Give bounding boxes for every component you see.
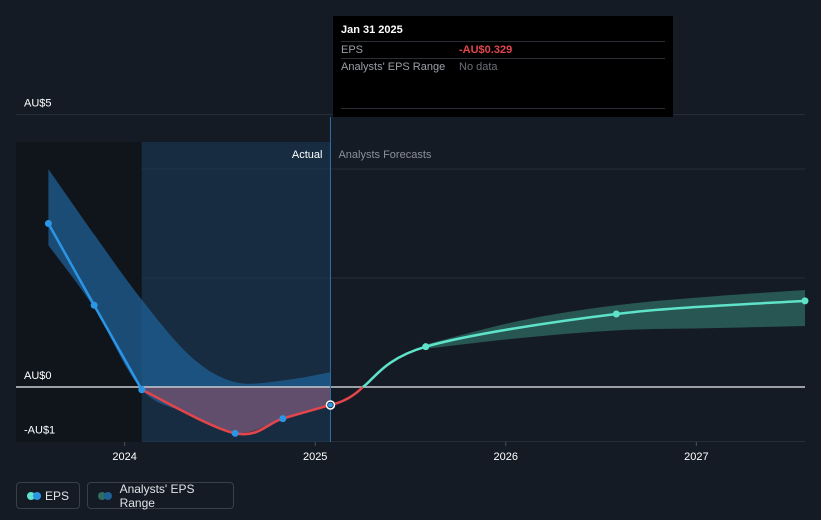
forecast-section-label: Analysts Forecasts [338,149,431,161]
tooltip: Jan 31 2025 EPS -AU$0.329 Analysts' EPS … [333,16,673,117]
actual-section-label: Actual [292,149,323,161]
legend-range[interactable]: Analysts' EPS Range [87,481,234,510]
eps-points[interactable] [44,220,809,437]
eps-forecast-line [362,299,806,389]
eps-point [231,429,239,437]
range-band-forecast [425,289,805,349]
eps-point [90,301,98,309]
tooltip-divider [341,108,665,109]
current-eps-point-core [327,402,333,408]
range-bands [48,169,805,435]
forecast-eps-point [801,297,809,305]
tooltip-eps-label: EPS [341,44,364,56]
tooltip-date: Jan 31 2025 [341,24,403,36]
forecast-eps-point [422,343,430,351]
negative-eps-area [141,387,331,435]
range-band-actual [48,169,331,434]
eps-point [279,415,287,423]
legend-eps-label: EPS [44,488,69,503]
legend-eps[interactable]: EPS [16,482,80,509]
range-swatch-icon [98,491,113,500]
tooltip-eps-row: EPS -AU$0.329 [341,41,665,60]
y-tick-label: AU$0 [24,370,52,382]
tooltip-range-row: Analysts' EPS Range No data [341,58,665,77]
x-tick-label: 2024 [112,451,136,463]
forecast-eps-point [612,310,620,318]
tooltip-range-label: Analysts' EPS Range [341,61,446,73]
x-tick-label: 2026 [494,451,518,463]
eps-point [44,220,52,227]
x-tick-label: 2027 [684,451,708,463]
y-tick-label: AU$5 [24,98,52,110]
eps-swatch-icon [27,491,41,500]
tooltip-eps-value: -AU$0.329 [459,44,513,56]
x-tick-label: 2025 [303,451,327,463]
eps-forecast-negative-line [330,386,364,407]
eps-point [138,386,146,394]
tooltip-range-value: No data [459,61,498,73]
axis-labels: AU$5 AU$0 -AU$1 2024 2025 2026 2027 [24,98,709,464]
eps-negative-line [141,388,331,436]
y-tick-label: -AU$1 [24,425,55,437]
legend-range-label: Analysts' EPS Range [119,481,195,510]
